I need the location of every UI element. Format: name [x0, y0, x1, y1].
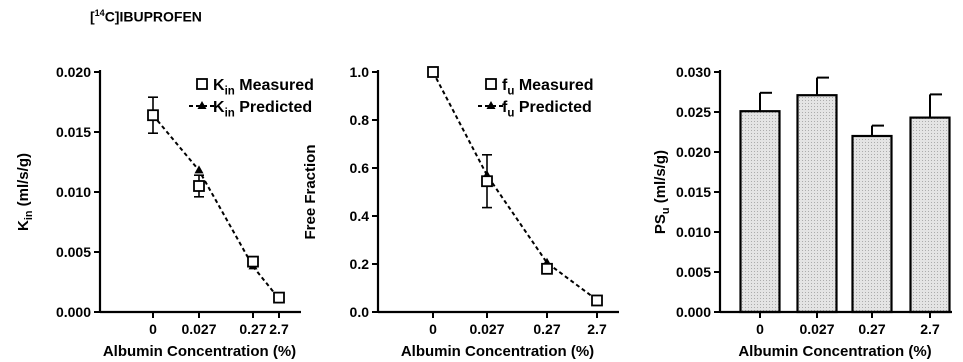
- chart-panel-3: 0.000 0.005 0.010 0.015 0.020 0.025 0.030 0 0.02…: [652, 64, 952, 360]
- x-tick-label: 0.027: [469, 321, 504, 337]
- bar-0: [739, 110, 781, 314]
- y-tick-label: 0.030: [676, 64, 711, 80]
- y-axis-label: Free Fraction: [302, 144, 319, 239]
- legend-label: fu Predicted: [502, 99, 592, 119]
- y-tick-label: 0.005: [56, 244, 91, 260]
- predicted-line: [432, 71, 598, 301]
- y-axis-label: Kin (ml/s/g): [15, 153, 35, 231]
- y-tick-label: 0.6: [350, 160, 370, 176]
- y-tick-label: 0.000: [56, 304, 91, 320]
- bar-0.27: [851, 134, 893, 314]
- y-tick-label: 0.000: [676, 304, 711, 320]
- bar-2.7: [909, 116, 951, 314]
- x-tick-label: 2.7: [587, 321, 607, 337]
- legend-marker-square: [196, 78, 208, 90]
- y-tick-label: 0.015: [56, 124, 91, 140]
- x-tick-label: 0.027: [799, 321, 834, 337]
- legend-marker-triangle: [486, 101, 496, 109]
- legend-marker-square: [485, 78, 497, 90]
- measured-point: [541, 262, 553, 275]
- x-tick-label: 0: [429, 321, 437, 337]
- measured-point: [427, 66, 439, 78]
- predicted-line: [152, 114, 280, 300]
- legend-label: fu Measured: [502, 77, 594, 97]
- measured-point: [591, 294, 603, 307]
- x-tick-label: 2.7: [269, 321, 289, 337]
- chart-panel-2: 0.0 0.2 0.4 0.6 0.8 1.0 0 0.027 0.27 2.7 Albumin C…: [302, 64, 619, 360]
- x-tick-label: 0.27: [239, 321, 266, 337]
- figure-title: [14C]IBUPROFEN: [90, 8, 202, 25]
- legend-marker-triangle: [197, 101, 207, 109]
- measured-point: [193, 180, 205, 192]
- y-tick-label: 0.2: [350, 256, 370, 272]
- bar-0.027: [796, 94, 838, 314]
- measured-point: [481, 175, 493, 188]
- y-tick-label: 0.4: [350, 208, 370, 224]
- x-axis-label: Albumin Concentration (%): [401, 343, 594, 360]
- y-tick-label: 0.010: [56, 184, 91, 200]
- x-tick-label: 0: [756, 321, 764, 337]
- x-axis-label: Albumin Concentration (%): [738, 343, 931, 360]
- y-tick-label: 0.0: [350, 304, 370, 320]
- y-tick-label: 0.020: [676, 144, 711, 160]
- y-tick-label: 0.015: [676, 184, 711, 200]
- y-tick-label: 0.8: [350, 112, 370, 128]
- chart-panel-1: 0.000 0.005 0.010 0.015 0.020 0 0.027 0.27 2.7 Al…: [15, 64, 314, 360]
- y-tick-label: 0.020: [56, 64, 91, 80]
- legend-label: Kin Measured: [213, 77, 314, 97]
- measured-point: [247, 255, 259, 268]
- y-tick-label: 0.005: [676, 264, 711, 280]
- legend-label: Kin Predicted: [213, 99, 312, 119]
- x-tick-label: 0.027: [181, 321, 216, 337]
- x-tick-label: 0.27: [858, 321, 885, 337]
- measured-point: [273, 291, 285, 304]
- x-tick-label: 0.27: [533, 321, 560, 337]
- x-axis-label: Albumin Concentration (%): [103, 343, 296, 360]
- predicted-point: [194, 165, 204, 174]
- x-tick-label: 0: [149, 321, 157, 337]
- x-tick-label: 2.7: [920, 321, 940, 337]
- y-tick-label: 0.025: [676, 104, 711, 120]
- y-tick-label: 0.010: [676, 224, 711, 240]
- y-axis-label: PSu (ml/s/g): [652, 150, 672, 234]
- measured-point: [147, 109, 159, 122]
- y-tick-label: 1.0: [350, 64, 370, 80]
